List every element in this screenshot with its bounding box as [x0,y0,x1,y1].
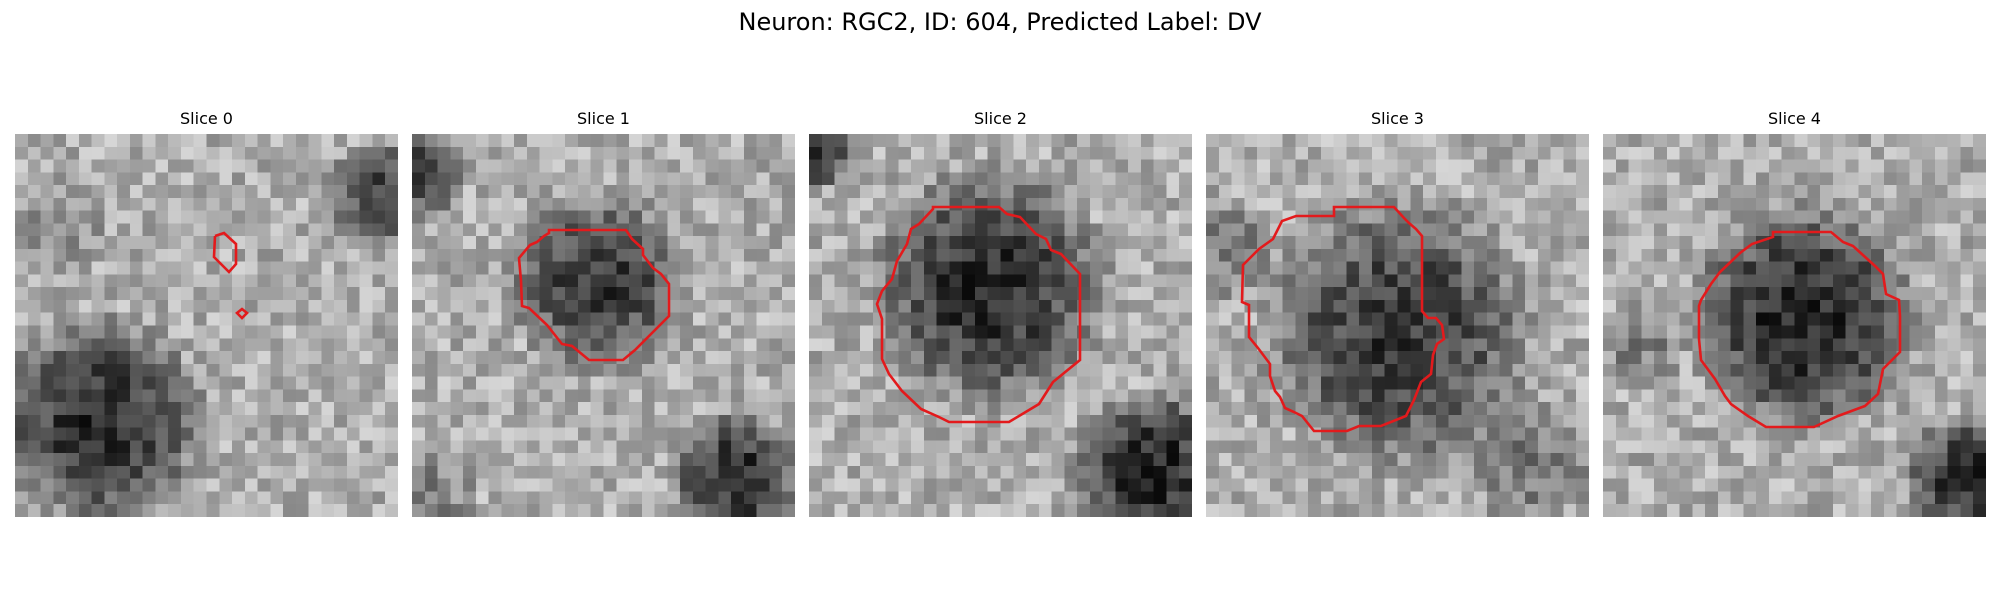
microscopy-image [1206,134,1589,517]
slice-title: Slice 4 [1768,109,1821,128]
slice-title: Slice 2 [974,109,1027,128]
slice-panel-4: Slice 4 [1603,108,1986,517]
roi-contour [1240,205,1446,433]
slice-title: Slice 3 [1371,109,1424,128]
microscopy-image [412,134,795,517]
microscopy-image [809,134,1192,517]
roi-contour [1697,230,1902,429]
roi-contour [517,228,671,362]
slice-panel-1: Slice 1 [412,108,795,517]
slice-panel-3: Slice 3 [1206,108,1589,517]
grayscale-slice [412,134,795,517]
grayscale-slice [809,134,1192,517]
microscopy-image [1603,134,1986,517]
slice-title: Slice 1 [577,109,630,128]
slice-title: Slice 0 [180,109,233,128]
grayscale-slice [15,134,398,517]
roi-contour [212,231,249,320]
grayscale-slice [1603,134,1986,517]
microscopy-image [15,134,398,517]
grayscale-slice [1206,134,1589,517]
roi-contour [875,205,1082,424]
slice-panel-2: Slice 2 [809,108,1192,517]
slice-panel-0: Slice 0 [15,108,398,517]
figure-title: Neuron: RGC2, ID: 604, Predicted Label: … [738,8,1262,36]
